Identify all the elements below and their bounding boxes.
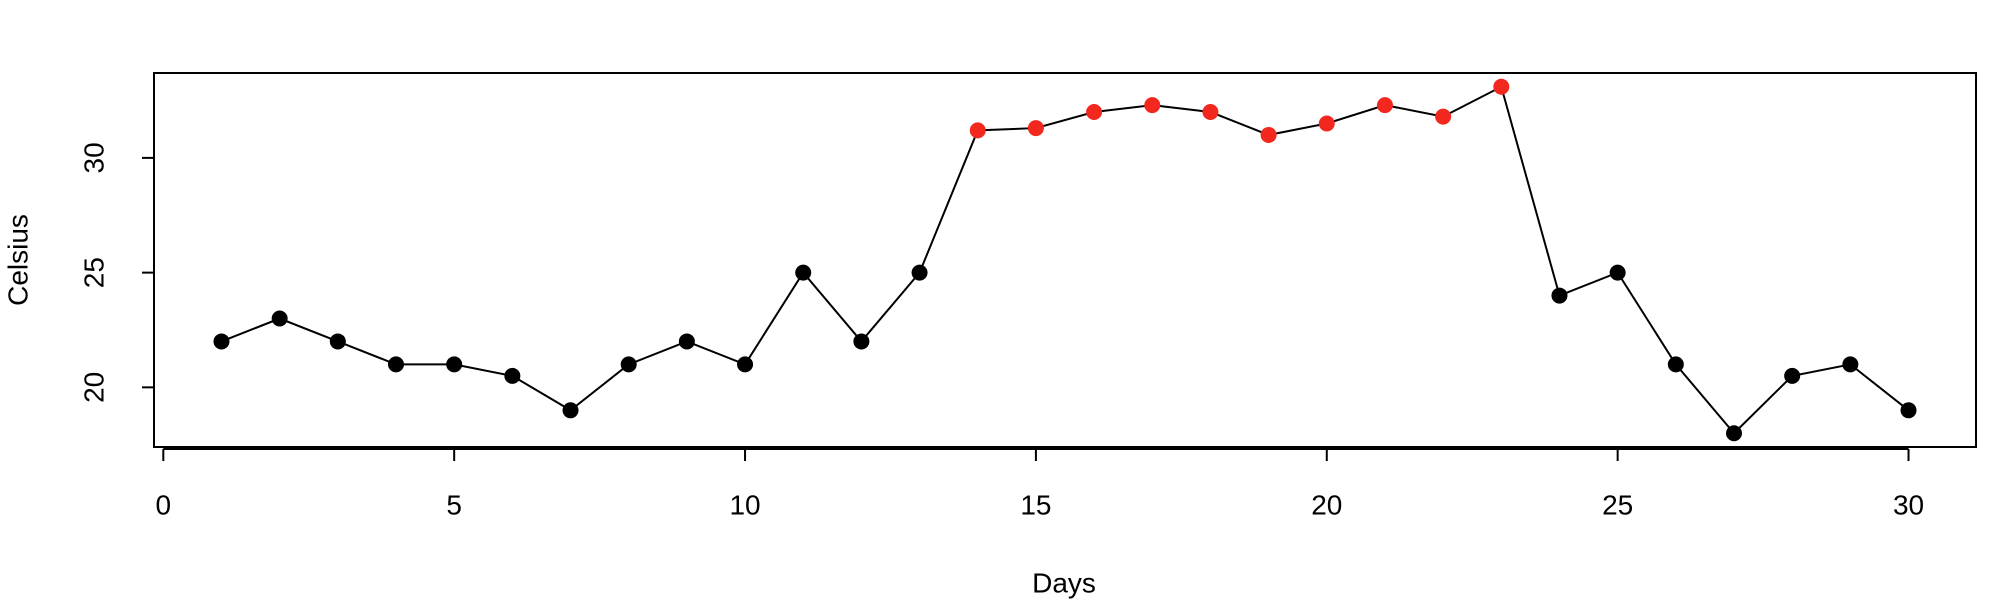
point — [620, 356, 637, 373]
y-tick-label: 25 — [78, 257, 109, 288]
point — [1842, 356, 1859, 373]
point — [1667, 356, 1684, 373]
point — [1551, 287, 1568, 304]
x-tick-label: 25 — [1602, 489, 1633, 520]
point — [1784, 367, 1801, 384]
point — [737, 356, 754, 373]
x-tick-label: 0 — [156, 489, 172, 520]
point — [1318, 115, 1335, 132]
point — [1260, 126, 1277, 143]
point — [271, 310, 288, 327]
point — [1725, 425, 1742, 442]
line — [221, 85, 1910, 435]
x-tick-label: 30 — [1893, 489, 1924, 520]
x-tick-label: 15 — [1020, 489, 1051, 520]
y-tick-label: 20 — [78, 372, 109, 403]
point — [795, 264, 812, 281]
plot-box — [153, 72, 1977, 448]
point — [504, 367, 521, 384]
point — [562, 402, 579, 419]
x-tick-label: 10 — [729, 489, 760, 520]
point — [388, 356, 405, 373]
point — [911, 264, 928, 281]
point — [1144, 97, 1161, 114]
y-axis-label: Celsius — [2, 214, 33, 306]
point — [1086, 104, 1103, 121]
point — [446, 356, 463, 373]
point — [678, 333, 695, 350]
x-axis-label: Days — [1032, 567, 1096, 598]
x-tick-label: 20 — [1311, 489, 1342, 520]
point — [1376, 97, 1393, 114]
point — [1609, 264, 1626, 281]
point — [213, 333, 230, 350]
x-tick-label: 5 — [446, 489, 462, 520]
point — [1493, 78, 1510, 95]
point — [329, 333, 346, 350]
y-tick-label: 30 — [78, 142, 109, 173]
point — [853, 333, 870, 350]
point — [1027, 120, 1044, 137]
point — [1435, 108, 1452, 125]
point — [969, 122, 986, 139]
point — [1900, 402, 1917, 419]
point — [1202, 104, 1219, 121]
